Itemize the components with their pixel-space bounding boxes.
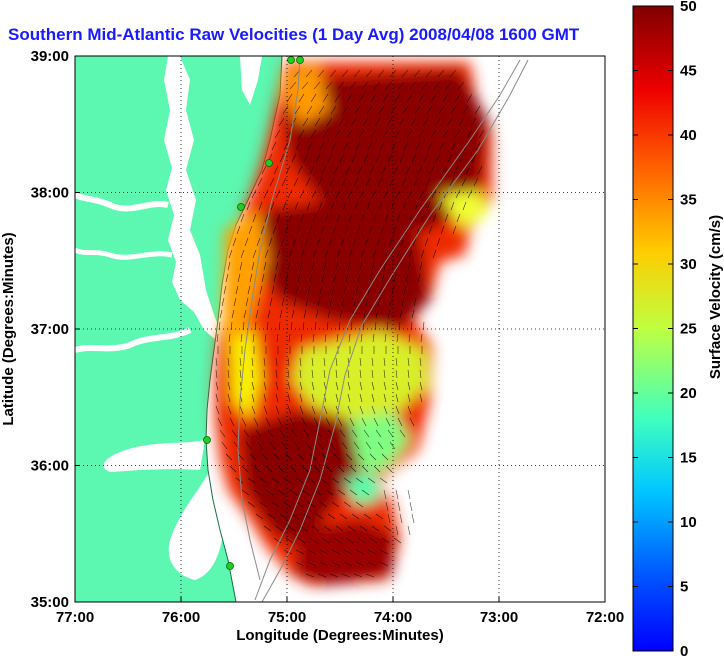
colorbar-ticks: 0 5 10 15 20 25 30 35 40 45 50 (633, 0, 697, 659)
x-tick-label: 72:00 (586, 609, 624, 626)
velocity-core-south (295, 520, 395, 585)
delaware-bay (240, 56, 262, 105)
velocity-nearshore-orange (222, 210, 268, 360)
colorbar-tick-label: 30 (680, 256, 697, 273)
rappahannock-river (75, 247, 173, 260)
velocity-core-north (284, 70, 488, 240)
y-tick-label: 39:00 (31, 48, 69, 65)
x-axis-ticks: 77:00 76:00 75:00 74:00 73:00 72:00 (56, 597, 624, 626)
x-tick-label: 77:00 (56, 609, 94, 626)
colorbar-tick-label: 15 (680, 450, 697, 467)
velocity-north-orange (285, 66, 330, 125)
colorbar-label: Surface Velocity (cm/s) (707, 215, 724, 379)
x-tick-label: 73:00 (480, 609, 518, 626)
bathymetry-contours (237, 56, 529, 602)
y-tick-label: 35:00 (31, 594, 69, 611)
albemarle-sound (103, 440, 205, 472)
colorbar-tick-label: 0 (680, 643, 688, 659)
colorbar-tick-label: 50 (680, 0, 697, 15)
isobath-shelf-break (254, 59, 521, 601)
station-marker (287, 56, 295, 64)
chart-title: Southern Mid-Atlantic Raw Velocities (1 … (8, 25, 580, 44)
y-axis-label: Latitude (Degrees:Minutes) (0, 232, 17, 425)
colorbar-tick-label: 35 (680, 192, 697, 209)
y-tick-label: 38:00 (31, 185, 69, 202)
colorbar-tick-label: 20 (680, 385, 697, 402)
grid-lines (75, 56, 605, 602)
colorbar-tick-label: 40 (680, 127, 697, 144)
x-tick-label: 75:00 (268, 609, 306, 626)
x-axis-label: Longitude (Degrees:Minutes) (236, 627, 444, 644)
y-axis-ticks: 35:00 36:00 37:00 38:00 39:00 (31, 48, 80, 611)
station-markers (203, 56, 304, 570)
station-marker (265, 159, 273, 167)
station-marker (226, 562, 234, 570)
colorbar-tick-label: 10 (680, 514, 697, 531)
y-tick-label: 36:00 (31, 458, 69, 475)
station-marker (237, 203, 245, 211)
colorbar-tick-label: 5 (680, 579, 688, 596)
x-tick-label: 76:00 (162, 609, 200, 626)
james-river (75, 327, 192, 353)
isobath-inner-shelf (237, 56, 301, 581)
colorbar-tick-label: 45 (680, 63, 697, 80)
velocity-core-central (255, 200, 430, 330)
potomac-river (75, 192, 169, 212)
x-tick-label: 74:00 (374, 609, 412, 626)
vector-rows (215, 69, 485, 578)
velocity-south-green (345, 470, 380, 505)
colorbar (632, 5, 674, 652)
y-tick-label: 37:00 (31, 321, 69, 338)
velocity-vectors (215, 69, 485, 578)
isobath-slope (261, 59, 529, 602)
velocity-field (215, 62, 492, 586)
velocity-east-yellow (440, 190, 488, 228)
velocity-slope-green (350, 412, 410, 470)
colorbar-tick-label: 25 (680, 321, 697, 338)
station-marker (296, 56, 304, 64)
station-marker (203, 436, 211, 444)
chesapeake-bay (164, 56, 220, 340)
pamlico-sound (168, 470, 222, 580)
